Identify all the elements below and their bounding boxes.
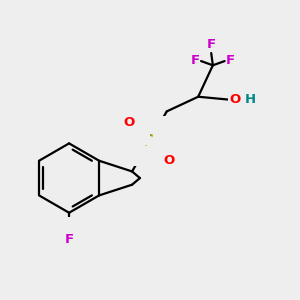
Text: S: S: [144, 134, 155, 149]
Text: F: F: [191, 54, 200, 67]
Text: O: O: [163, 154, 174, 167]
Text: F: F: [64, 233, 74, 246]
Text: H: H: [245, 93, 256, 106]
Text: F: F: [226, 54, 235, 67]
Text: O: O: [229, 93, 240, 106]
Text: O: O: [123, 116, 134, 129]
Text: F: F: [207, 38, 216, 51]
